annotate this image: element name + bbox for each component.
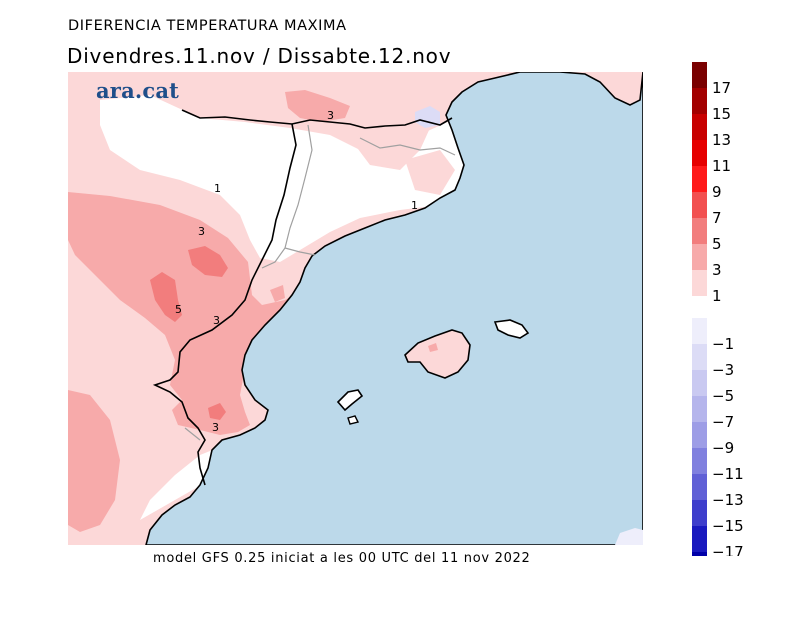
map-subtitle: Divendres.11.nov / Dissabte.12.nov xyxy=(67,44,452,68)
island-formentera xyxy=(347,415,360,425)
province-border-4 xyxy=(184,427,201,441)
island-ibiza xyxy=(336,389,364,412)
map-title: DIFERENCIA TEMPERATURA MAXIMA xyxy=(68,18,347,34)
legend-label-positive-4: 9 xyxy=(712,183,722,201)
legend-swatch-positive-0 xyxy=(692,62,707,88)
band-5-7-c xyxy=(208,403,226,420)
legend-swatch-negative-5 xyxy=(692,448,707,474)
border-aragon-catalonia xyxy=(152,123,297,486)
legend-label-positive-0: 17 xyxy=(712,79,731,97)
island-mallorca xyxy=(404,329,471,379)
legend-label-negative-1: −3 xyxy=(712,361,734,379)
legend-label-negative-2: −5 xyxy=(712,387,734,405)
legend-positive-scale: 17 15 13 11 9 7 5 3 1 xyxy=(692,62,731,305)
legend-swatch-positive-5 xyxy=(692,192,707,218)
band-3-5-west xyxy=(68,192,298,435)
legend-swatch-negative-1 xyxy=(692,344,707,370)
contour-label-5: 5 xyxy=(175,303,182,316)
legend-label-positive-3: 11 xyxy=(712,157,731,175)
contour-label-3: 3 xyxy=(198,225,205,238)
legend-swatch-positive-2 xyxy=(692,114,707,140)
contour-label-7: 3 xyxy=(212,421,219,434)
legend-swatch-positive-1 xyxy=(692,88,707,114)
legend-swatch-positive-3 xyxy=(692,140,707,166)
legend-negative-scale: −1 −3 −5 −7 −9 −11 −13 −15 −17 xyxy=(692,318,744,556)
legend-swatch-negative-6 xyxy=(692,474,707,500)
legend-label-negative-0: −1 xyxy=(712,335,734,353)
legend-swatch-positive-4 xyxy=(692,166,707,192)
province-border-3 xyxy=(359,137,456,156)
pink-patch-top-right xyxy=(590,72,643,102)
legend-label-positive-1: 15 xyxy=(712,105,731,123)
pink-patch-pyrenees xyxy=(285,90,350,122)
legend-label-positive-6: 5 xyxy=(712,235,722,253)
legend-swatch-negative-9 xyxy=(692,552,707,556)
pink-patch-north-1 xyxy=(355,118,430,170)
legend-swatch-negative-7 xyxy=(692,500,707,526)
legend-swatch-negative-3 xyxy=(692,396,707,422)
legend-label-negative-4: −9 xyxy=(712,439,734,457)
legend-swatch-negative-2 xyxy=(692,370,707,396)
contour-label-6: 3 xyxy=(213,314,220,327)
legend-swatch-negative-4 xyxy=(692,422,707,448)
band-3-5-coast-small xyxy=(270,285,285,302)
sea xyxy=(145,72,643,545)
legend-label-positive-5: 7 xyxy=(712,209,722,227)
legend-label-positive-2: 13 xyxy=(712,131,731,149)
band-5-7-b xyxy=(150,272,182,322)
legend-swatch-negative-8 xyxy=(692,526,707,552)
pink-patch-north-2 xyxy=(405,150,455,195)
ara-cat-logo: ara.cat xyxy=(96,78,180,103)
legend-swatch-positive-7 xyxy=(692,244,707,270)
band-3-5-south-west xyxy=(68,390,120,532)
contour-label-1: 3 xyxy=(327,109,334,122)
legend-label-negative-7: −15 xyxy=(712,517,744,535)
border-france xyxy=(181,109,453,129)
contour-label-2: 1 xyxy=(214,182,221,195)
legend-swatch-positive-6 xyxy=(692,218,707,244)
legend-swatch-positive-8 xyxy=(692,270,707,296)
province-border-1 xyxy=(261,124,313,269)
legend-label-positive-8: 1 xyxy=(712,287,722,305)
legend-label-negative-5: −11 xyxy=(712,465,744,483)
legend-label-negative-8: −17 xyxy=(712,543,744,556)
contour-label-4: 1 xyxy=(411,199,418,212)
legend-swatch-negative-0 xyxy=(692,318,707,344)
negative-patch-south-east xyxy=(615,528,643,545)
band-5-7-a xyxy=(188,246,228,277)
province-border-2 xyxy=(284,247,316,256)
legend-label-negative-6: −13 xyxy=(712,491,744,509)
island-menorca xyxy=(493,319,530,339)
model-info-footer: model GFS 0.25 iniciat a les 00 UTC del … xyxy=(153,551,531,566)
color-legend: 17 15 13 11 9 7 5 3 1 −1 −3 −5 −7 −9 −11 −13 −15 −17 xyxy=(692,62,744,556)
temperature-map: 3 1 3 1 5 3 3 xyxy=(68,72,643,545)
legend-label-negative-3: −7 xyxy=(712,413,734,431)
pink-patch-top xyxy=(280,72,430,100)
negative-patch-north xyxy=(415,106,440,128)
legend-label-positive-7: 3 xyxy=(712,261,722,279)
island-mallorca-patch xyxy=(428,343,438,352)
